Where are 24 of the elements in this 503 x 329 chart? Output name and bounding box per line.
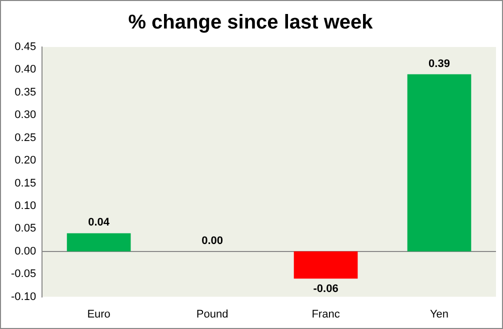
y-tick-label: 0.35 (14, 86, 36, 98)
y-tick-label: 0.15 (14, 177, 36, 190)
x-tick-label: Euro (87, 308, 110, 320)
y-tick-label: 0.25 (14, 132, 36, 144)
bar (407, 74, 472, 252)
data-label: 0.39 (428, 58, 450, 70)
bar (294, 251, 358, 279)
x-tick-label: Pound (196, 308, 228, 320)
y-tick-label: -0.10 (10, 290, 36, 303)
y-tick-label: 0.20 (14, 154, 36, 167)
y-tick-label: 0.10 (14, 200, 36, 212)
y-tick-label: 0.30 (14, 109, 36, 122)
y-tick-label: 0.40 (14, 64, 36, 76)
data-label: 0.00 (202, 234, 224, 247)
y-tick-label: 0.00 (14, 245, 36, 258)
x-tick-label: Yen (430, 308, 449, 320)
y-tick-label: 0.05 (14, 222, 36, 235)
bar (66, 233, 131, 252)
chart-title: % change since last week (128, 12, 374, 34)
x-tick-label: Franc (312, 308, 340, 320)
y-tick-label: -0.05 (10, 268, 36, 280)
y-tick-label: 0.45 (14, 41, 36, 54)
data-label: -0.06 (313, 283, 338, 296)
data-label: 0.04 (88, 216, 110, 229)
